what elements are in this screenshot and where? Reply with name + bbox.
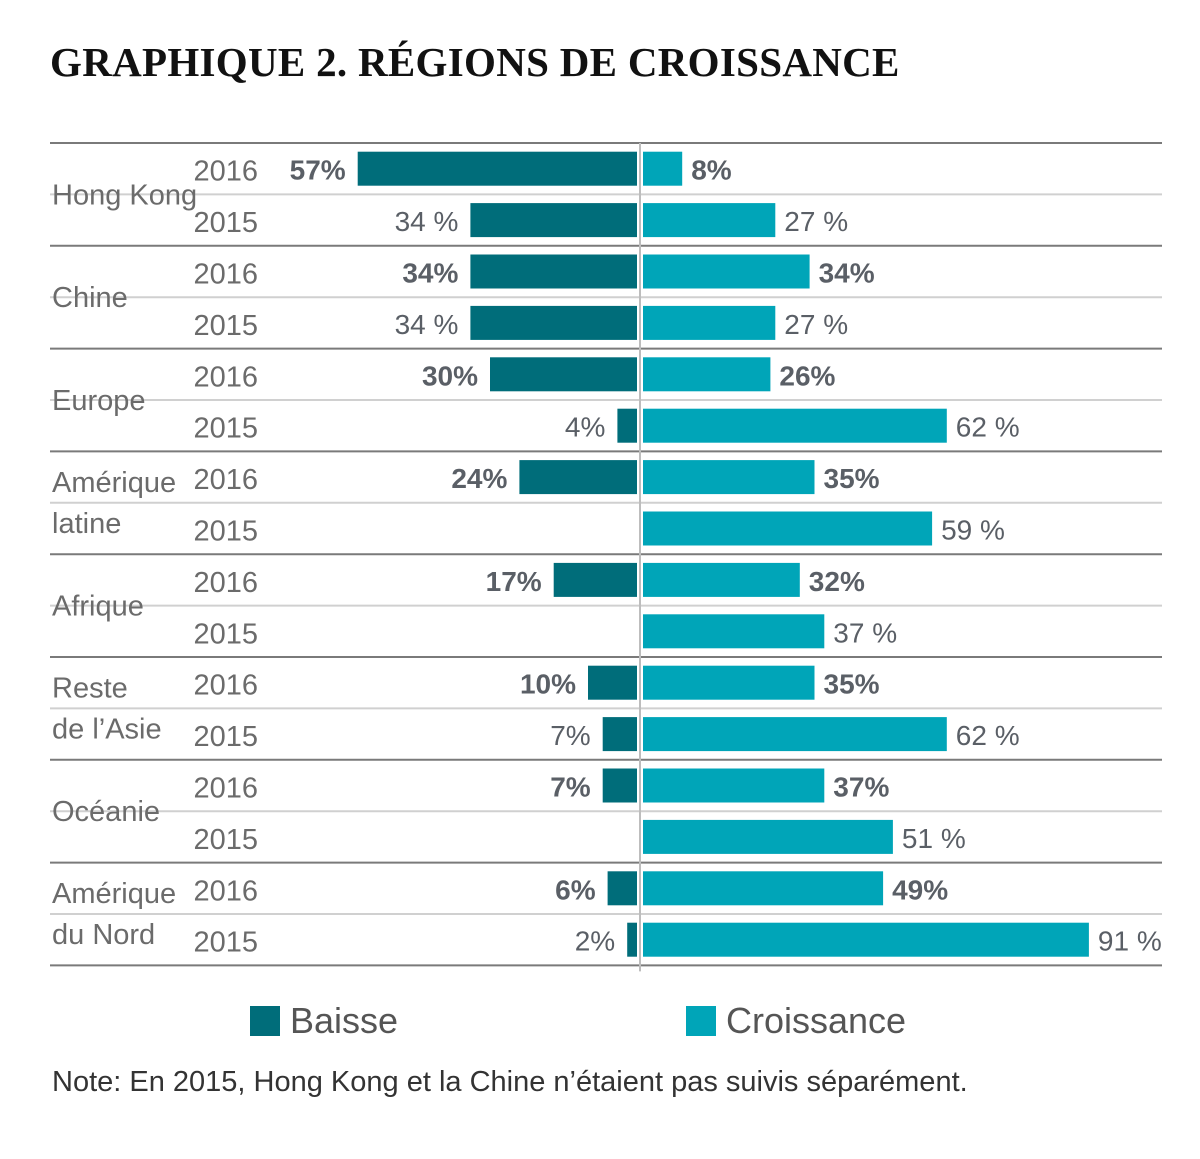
bar-decline (553, 562, 637, 597)
year-label: 2015 (193, 927, 258, 959)
year-label: 2015 (193, 413, 258, 445)
region-label: Océanie (52, 796, 160, 828)
bar-decline (490, 357, 637, 392)
bar-growth (643, 151, 683, 186)
data-label-growth: 91 % (1098, 926, 1162, 957)
data-label-decline: 34 % (395, 309, 459, 340)
bar-decline (470, 254, 637, 289)
chart-title: GRAPHIQUE 2. RÉGIONS DE CROISSANCE (50, 39, 900, 85)
data-label-decline: 10% (520, 669, 576, 700)
data-label-decline: 30% (422, 360, 478, 391)
bar-growth (643, 819, 893, 854)
year-label: 2015 (193, 310, 258, 342)
legend-swatch-decline (250, 1006, 280, 1036)
year-label: 2016 (193, 361, 258, 393)
bar-growth (643, 665, 815, 700)
bar-growth (643, 357, 771, 392)
data-label-growth: 51 % (902, 823, 966, 854)
bar-decline (588, 665, 637, 700)
bar-growth (643, 511, 933, 546)
data-label-growth: 27 % (784, 309, 848, 340)
year-label: 2015 (193, 618, 258, 650)
bar-growth (643, 768, 825, 803)
data-label-decline: 6% (555, 874, 596, 905)
data-label-decline: 7% (550, 720, 590, 751)
data-label-growth: 37% (833, 772, 889, 803)
region-label: Europe (52, 385, 146, 417)
legend-item-growth: Croissance (686, 1000, 906, 1042)
region-label: Hong Kong (52, 179, 197, 211)
data-label-growth: 8% (691, 155, 732, 186)
bar-growth (643, 871, 884, 906)
data-label-decline: 34% (402, 258, 458, 289)
bar-decline (602, 768, 637, 803)
data-label-decline: 24% (451, 463, 507, 494)
bar-growth (643, 614, 825, 649)
bar-decline (607, 871, 637, 906)
bar-growth (643, 562, 800, 597)
year-label: 2015 (193, 207, 258, 239)
year-label: 2016 (193, 156, 258, 188)
data-label-growth: 27 % (784, 206, 848, 237)
data-label-growth: 32% (809, 566, 865, 597)
region-label: Reste de l’Asie (52, 672, 162, 745)
bar-decline (357, 151, 637, 186)
year-label: 2016 (193, 567, 258, 599)
year-label: 2015 (193, 824, 258, 856)
data-label-growth: 59 % (941, 515, 1005, 546)
data-label-growth: 35% (824, 669, 880, 700)
bar-decline (470, 203, 637, 238)
legend-swatch-growth (686, 1006, 716, 1036)
data-label-growth: 37 % (833, 617, 897, 648)
year-label: 2016 (193, 670, 258, 702)
bar-decline (519, 460, 637, 495)
data-label-growth: 34% (819, 258, 875, 289)
region-label: Afrique (52, 591, 144, 623)
data-label-growth: 62 % (956, 720, 1020, 751)
bar-decline (617, 408, 637, 443)
bar-growth (643, 717, 947, 752)
year-label: 2016 (193, 875, 258, 907)
bar-growth (643, 305, 776, 340)
year-label: 2016 (193, 464, 258, 496)
bar-growth (643, 460, 815, 495)
bar-growth (643, 203, 776, 238)
legend-label-growth: Croissance (726, 1000, 907, 1041)
data-label-growth: 62 % (956, 412, 1020, 443)
data-label-decline: 7% (550, 772, 591, 803)
year-label: 2016 (193, 259, 258, 291)
legend-item-decline: Baisse (250, 1000, 398, 1042)
data-label-decline: 17% (486, 566, 542, 597)
bar-growth (643, 254, 810, 289)
data-label-decline: 4% (565, 412, 605, 443)
region-label: Amérique du Nord (52, 878, 176, 951)
region-label: Chine (52, 282, 128, 314)
bar-growth (643, 408, 947, 443)
bar-growth (643, 922, 1089, 957)
year-label: 2015 (193, 516, 258, 548)
data-label-growth: 49% (892, 874, 948, 905)
bar-decline (602, 717, 637, 752)
region-label: Amérique latine (52, 467, 176, 540)
year-label: 2016 (193, 773, 258, 805)
year-label: 2015 (193, 721, 258, 753)
data-label-decline: 2% (575, 926, 615, 957)
legend-label-decline: Baisse (290, 1000, 399, 1041)
data-label-growth: 26% (779, 360, 835, 391)
chart-note: Note: En 2015, Hong Kong et la Chine n’é… (52, 1066, 968, 1098)
data-label-decline: 34 % (395, 206, 459, 237)
bar-decline (470, 305, 637, 340)
data-label-growth: 35% (824, 463, 880, 494)
data-label-decline: 57% (290, 155, 346, 186)
bar-decline (627, 922, 637, 957)
